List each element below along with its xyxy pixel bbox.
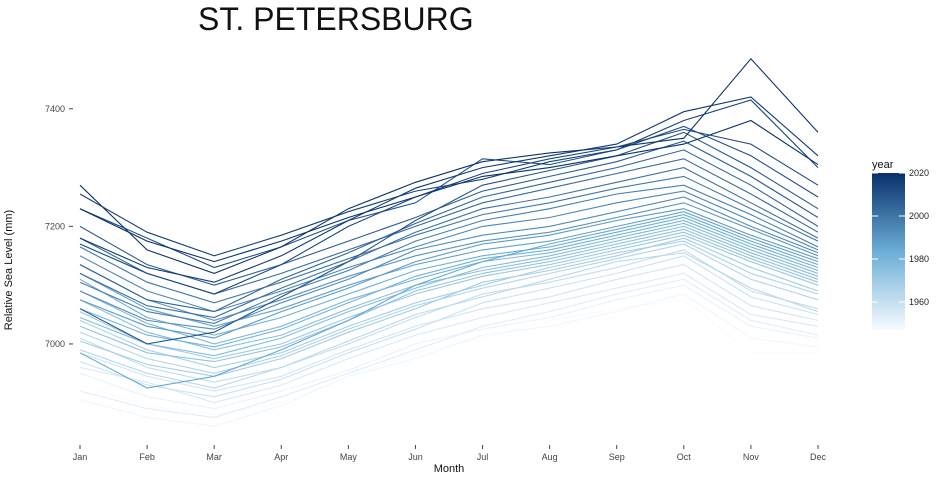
x-tick-label: Dec	[810, 452, 827, 462]
series-line-2015	[79, 99, 819, 257]
series-line-1999	[79, 175, 819, 304]
x-tick-label: Feb	[139, 452, 155, 462]
legend-colorbar	[872, 173, 905, 330]
legend-tick-label: 1960	[909, 297, 929, 307]
x-tick-label: Oct	[677, 452, 692, 462]
series-line-2017	[79, 96, 819, 283]
series-line-2011	[79, 125, 819, 269]
chart-title: ST. PETERSBURG	[198, 1, 474, 37]
series-line-2020	[79, 119, 819, 263]
series-line-2019	[79, 57, 819, 274]
x-tick-label: May	[340, 452, 358, 462]
series-line-1969	[79, 237, 819, 377]
series-line-1959	[79, 255, 819, 398]
x-tick-label: Sep	[609, 452, 625, 462]
legend-ticks: 1960 1980 2000 2020	[872, 168, 929, 307]
series-line-1993	[79, 196, 819, 330]
y-axis: 7000 7200 7400	[45, 104, 73, 349]
series-line-1983	[79, 216, 819, 336]
series-line-2009	[79, 131, 819, 345]
series-line-1957	[79, 264, 819, 392]
series-line-2005	[79, 149, 819, 313]
series-line-1997	[79, 184, 819, 324]
legend-tick-label: 2000	[909, 211, 929, 221]
y-tick-label: 7200	[45, 221, 65, 231]
x-tick-label: Mar	[206, 452, 222, 462]
x-axis: Jan Feb Mar Apr May Jun Jul Aug Sep Oct Nov Dec	[73, 445, 827, 462]
x-axis-label: Month	[434, 463, 465, 475]
series-line-1953	[79, 278, 819, 418]
series-line-1995	[79, 190, 819, 313]
legend-tick-label: 2020	[909, 168, 929, 178]
x-tick-label: Apr	[274, 452, 288, 462]
series-line-1951	[79, 284, 819, 410]
series-line-1979	[79, 222, 819, 345]
series-line-1987	[79, 211, 819, 327]
series-line-2007	[79, 140, 819, 286]
series-line-1949	[79, 293, 819, 427]
x-tick-label: Jul	[477, 452, 489, 462]
series-line-1991	[79, 202, 819, 321]
series-line-1973	[79, 231, 819, 363]
series-line-1947	[79, 299, 818, 416]
y-tick-label: 7400	[45, 104, 65, 114]
x-tick-label: Jun	[408, 452, 423, 462]
y-tick-label: 7000	[45, 339, 65, 349]
series-line-1963	[79, 252, 819, 389]
series-line-1971	[79, 234, 819, 360]
series-line-1981	[79, 219, 819, 348]
legend-title: year	[872, 159, 894, 171]
series-line-1965	[79, 243, 819, 374]
x-tick-label: Aug	[542, 452, 558, 462]
series-line-2001	[79, 167, 819, 319]
color-legend: year 1960 1980 2000 2020	[872, 159, 929, 330]
series-line-1967	[79, 240, 819, 369]
series-layer	[79, 57, 819, 427]
series-line-1977	[79, 225, 819, 357]
legend-tick-label: 1980	[909, 254, 929, 264]
series-line-1989	[79, 208, 819, 339]
series-line-1955	[79, 272, 819, 404]
series-line-1985	[79, 214, 819, 389]
x-tick-label: Nov	[743, 452, 760, 462]
x-tick-label: Jan	[73, 452, 88, 462]
y-axis-label: Relative Sea Level (mm)	[3, 210, 15, 330]
